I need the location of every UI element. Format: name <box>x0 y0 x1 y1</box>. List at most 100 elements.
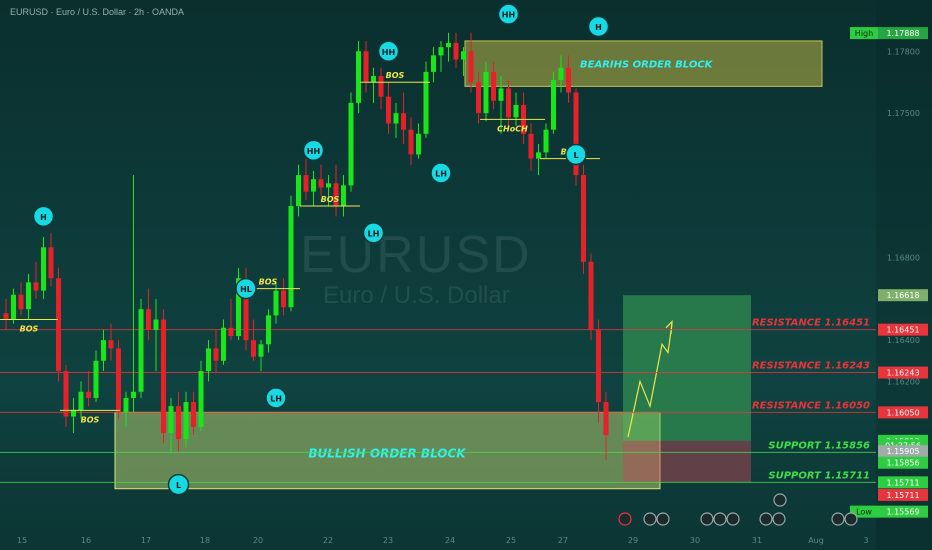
candle <box>93 350 99 403</box>
candle <box>78 381 84 419</box>
candle <box>378 67 384 110</box>
candle <box>236 267 241 341</box>
swing-label-9: L <box>573 151 578 160</box>
chart-watermark-name: Euro / U.S. Dollar <box>323 282 510 309</box>
price-tag-prefix-bg <box>850 505 878 518</box>
candle <box>453 32 459 68</box>
price-tag-11: Low 1.15569 <box>850 505 928 518</box>
candle <box>258 340 264 372</box>
candle <box>11 288 16 324</box>
candle <box>596 319 601 423</box>
candle <box>408 117 414 165</box>
candle-body <box>506 88 511 118</box>
event-icon <box>726 512 740 526</box>
candle <box>581 164 586 275</box>
candle-body <box>588 261 594 330</box>
candle-body <box>528 133 534 159</box>
candle-body <box>371 76 376 83</box>
candle <box>348 92 354 192</box>
swing-marker-6 <box>430 162 452 184</box>
candle-body <box>573 92 579 176</box>
price-tag-bg <box>878 505 928 518</box>
price-tag-text: 1.16618 <box>886 291 919 300</box>
resistance-label-1: RESISTANCE 1.16243 <box>752 361 870 372</box>
candle-body <box>603 402 609 436</box>
candle <box>63 364 69 427</box>
candle-body <box>543 129 549 153</box>
candle-body <box>116 348 121 413</box>
candle <box>401 92 406 145</box>
price-tag-text: 1.17888 <box>886 29 919 38</box>
candle-body <box>498 88 504 101</box>
candle-body <box>281 290 286 308</box>
x-tick-0: 15 <box>17 536 27 545</box>
candle-body <box>266 315 271 345</box>
price-tag-prefix: Low <box>856 508 872 517</box>
target-profit-box <box>623 295 751 441</box>
candle <box>153 298 159 372</box>
candle-body <box>131 391 136 398</box>
price-tag-text: 1.15569 <box>886 508 919 517</box>
swing-marker-8 <box>587 15 610 38</box>
price-tag-bg <box>878 323 928 336</box>
candle-body <box>101 340 106 361</box>
candle-body <box>476 82 481 114</box>
candle <box>318 164 324 196</box>
candle <box>551 71 556 134</box>
candle-body <box>431 55 436 72</box>
swing-label-5: HH <box>382 48 395 57</box>
candle-body <box>206 348 211 372</box>
candle-body <box>3 313 9 320</box>
bos-label-4: BOS <box>386 71 405 80</box>
candle <box>483 61 489 122</box>
price-tag-prefix-bg <box>850 27 878 40</box>
event-icon <box>772 512 786 526</box>
y-tick-4: 1.16200 <box>887 377 920 386</box>
price-tag-3: 1.16243 <box>878 366 928 379</box>
choch-label: CHoCH <box>497 124 528 133</box>
candle-body <box>228 327 234 337</box>
candle <box>41 236 46 299</box>
price-tag-text: 1.16243 <box>886 369 919 378</box>
candle <box>71 397 76 434</box>
candle-body <box>176 406 181 440</box>
projection-path <box>627 323 673 438</box>
candle <box>18 282 24 316</box>
swing-label-2: LH <box>270 394 282 403</box>
candle <box>558 55 564 93</box>
candle-body <box>236 278 241 337</box>
candle-body <box>393 113 399 124</box>
resistance-label-2: RESISTANCE 1.16050 <box>752 400 870 411</box>
candle <box>446 32 451 62</box>
candle <box>431 47 436 83</box>
event-icon <box>831 512 845 526</box>
price-tag-9: 1.15711 <box>878 476 928 489</box>
event-icon <box>700 512 714 526</box>
swing-marker-3 <box>302 139 325 162</box>
swing-marker-0 <box>32 205 55 228</box>
candle <box>573 88 579 186</box>
y-tick-0: 1.17800 <box>887 47 920 56</box>
candle-body <box>63 371 69 417</box>
candle-body <box>566 67 571 93</box>
candle <box>26 274 31 320</box>
candle-body <box>491 71 496 101</box>
x-tick-13: Aug <box>808 536 824 545</box>
x-tick-14: 3 <box>863 536 868 545</box>
candle-body <box>341 185 346 207</box>
candle <box>183 391 189 448</box>
candle <box>273 282 279 324</box>
candle-body <box>408 129 414 155</box>
event-icon <box>773 493 787 507</box>
candle-body <box>326 183 331 188</box>
swing-label-8: H <box>595 23 602 32</box>
candle <box>543 123 549 159</box>
candle <box>333 164 339 217</box>
candle-body <box>273 290 279 316</box>
price-tag-bg <box>878 406 928 419</box>
candle <box>281 278 286 316</box>
candle <box>191 391 196 436</box>
price-tag-bg <box>878 456 928 469</box>
symbol-header: EURUSD · Euro / U.S. Dollar · 2h · OANDA <box>10 7 185 17</box>
